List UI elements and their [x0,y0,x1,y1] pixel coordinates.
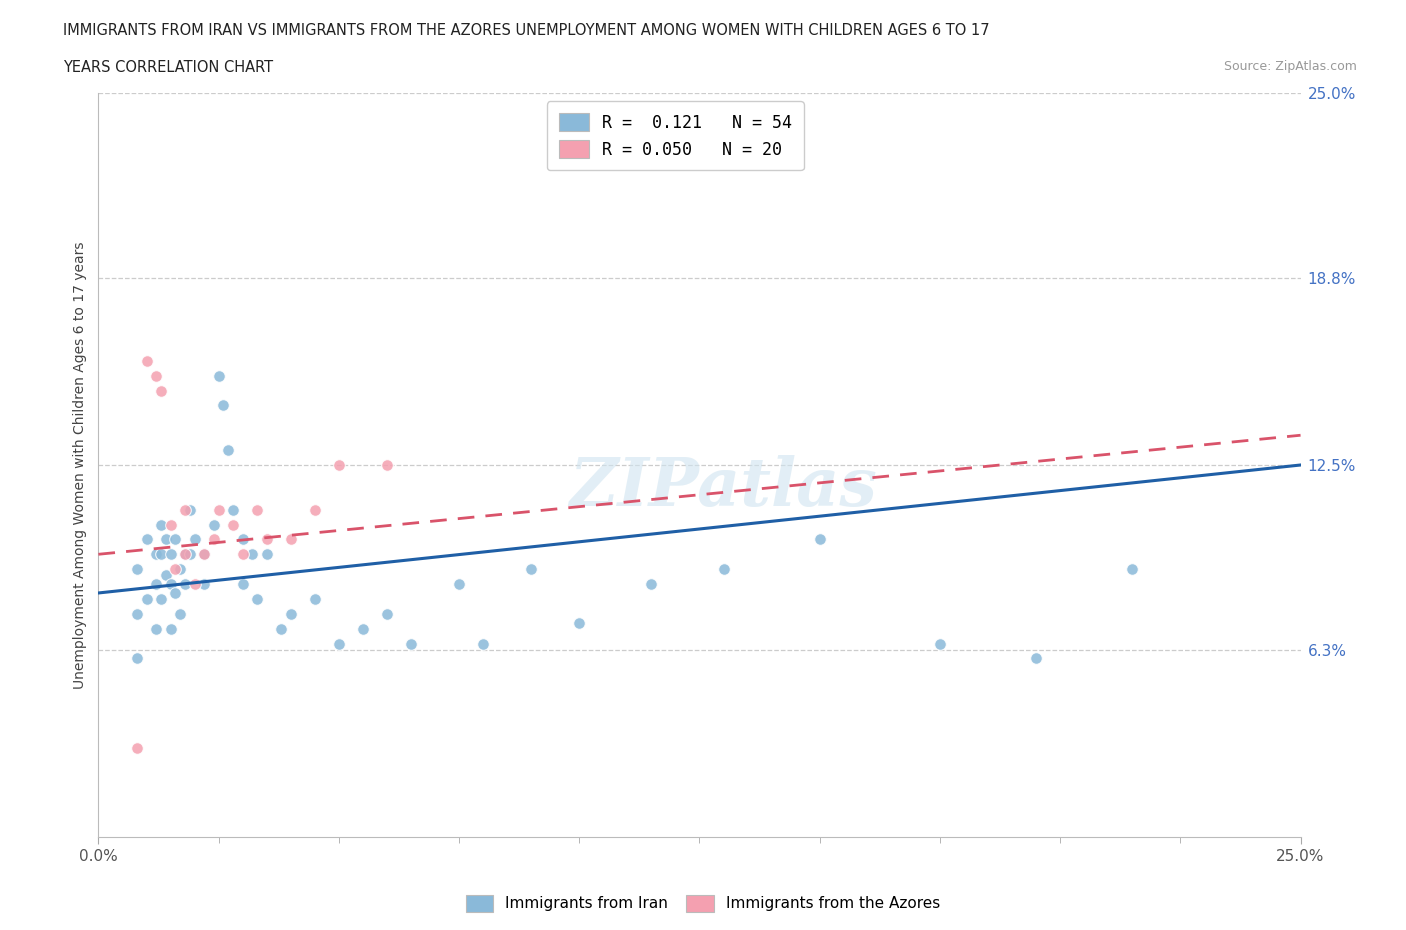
Point [125,562,148,577]
Point [183,532,205,547]
Point [640,577,662,591]
Point [1025,651,1047,666]
Point [246,591,269,606]
Point [159,547,181,562]
Point [165,586,187,601]
Point [165,532,187,547]
Point [232,577,254,591]
Point [159,577,181,591]
Point [159,517,181,532]
Y-axis label: Unemployment Among Women with Children Ages 6 to 17 years: Unemployment Among Women with Children A… [73,241,87,689]
Point [280,606,302,621]
Point [145,368,167,383]
Point [149,383,172,398]
Point [179,502,201,517]
Point [520,562,543,577]
Point [169,606,191,621]
Point [174,547,197,562]
Point [202,517,225,532]
Point [179,547,201,562]
Point [256,547,278,562]
Point [145,621,167,636]
Point [447,577,470,591]
Point [174,577,197,591]
Point [183,577,205,591]
Point [304,591,326,606]
Point [193,547,215,562]
Point [375,606,398,621]
Legend: R =  0.121   N = 54, R = 0.050   N = 20: R = 0.121 N = 54, R = 0.050 N = 20 [547,101,804,170]
Point [328,636,350,651]
Point [169,562,191,577]
Point [280,532,302,547]
Point [125,651,148,666]
Point [202,532,225,547]
Point [193,577,215,591]
Point [174,547,197,562]
Text: Source: ZipAtlas.com: Source: ZipAtlas.com [1223,60,1357,73]
Point [240,547,263,562]
Point [193,547,215,562]
Point [246,502,269,517]
Point [352,621,374,636]
Point [135,591,157,606]
Text: IMMIGRANTS FROM IRAN VS IMMIGRANTS FROM THE AZORES UNEMPLOYMENT AMONG WOMEN WITH: IMMIGRANTS FROM IRAN VS IMMIGRANTS FROM … [63,23,990,38]
Point [808,532,831,547]
Point [208,502,231,517]
Point [155,532,177,547]
Point [232,547,254,562]
Legend: Immigrants from Iran, Immigrants from the Azores: Immigrants from Iran, Immigrants from th… [460,889,946,918]
Point [270,621,292,636]
Point [328,458,350,472]
Point [212,398,235,413]
Point [399,636,422,651]
Point [232,532,254,547]
Point [222,502,245,517]
Point [159,621,181,636]
Point [222,517,245,532]
Text: YEARS CORRELATION CHART: YEARS CORRELATION CHART [63,60,273,75]
Point [568,616,591,631]
Point [149,547,172,562]
Point [149,517,172,532]
Point [472,636,495,651]
Point [375,458,398,472]
Text: ZIPatlas: ZIPatlas [569,455,877,520]
Point [217,443,239,458]
Point [135,532,157,547]
Point [208,368,231,383]
Point [165,562,187,577]
Point [928,636,950,651]
Point [256,532,278,547]
Point [145,547,167,562]
Point [145,577,167,591]
Point [135,353,157,368]
Point [1121,562,1143,577]
Point [125,606,148,621]
Point [155,567,177,582]
Point [149,591,172,606]
Point [125,740,148,755]
Point [713,562,735,577]
Point [304,502,326,517]
Point [174,502,197,517]
